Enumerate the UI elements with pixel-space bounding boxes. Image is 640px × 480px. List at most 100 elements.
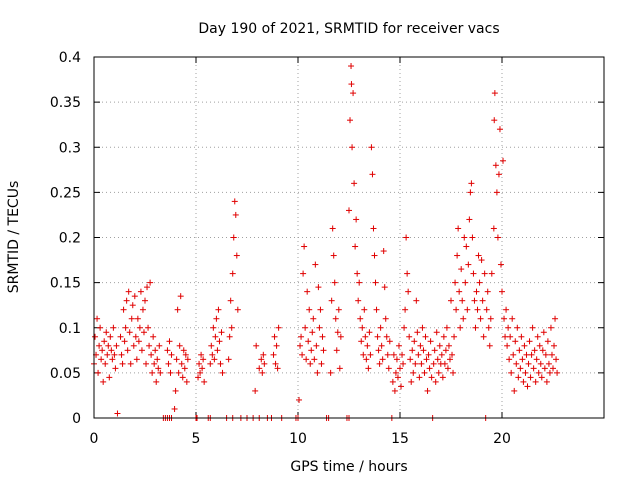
data-point <box>218 329 225 336</box>
data-point <box>464 306 471 313</box>
data-point <box>211 356 218 363</box>
data-point <box>414 329 421 336</box>
data-point <box>456 288 463 295</box>
data-point <box>305 338 312 345</box>
data-point <box>412 360 419 367</box>
data-point <box>529 324 536 331</box>
data-point <box>508 369 515 376</box>
data-point <box>407 356 414 363</box>
data-point <box>327 369 334 376</box>
data-point <box>450 369 457 376</box>
data-point <box>362 333 369 340</box>
data-point <box>385 365 392 372</box>
data-point <box>124 347 131 354</box>
data-point <box>364 342 371 349</box>
data-point <box>214 347 221 354</box>
data-point <box>348 81 355 88</box>
data-point <box>389 378 396 385</box>
data-point <box>395 342 402 349</box>
data-point <box>133 356 140 363</box>
data-point <box>172 387 179 394</box>
data-point <box>516 347 523 354</box>
data-point <box>537 360 544 367</box>
data-point <box>117 333 124 340</box>
data-point <box>173 356 180 363</box>
data-point <box>103 329 110 336</box>
data-point <box>480 333 487 340</box>
data-point <box>367 351 374 358</box>
data-point <box>468 180 475 187</box>
data-point <box>230 234 237 241</box>
data-point <box>200 356 207 363</box>
data-point <box>485 324 492 331</box>
data-point <box>491 90 498 97</box>
data-point <box>304 288 311 295</box>
data-point <box>511 387 518 394</box>
plot-frame <box>93 56 605 419</box>
data-point <box>100 378 107 385</box>
data-point <box>336 365 343 372</box>
data-point <box>426 365 433 372</box>
data-point <box>543 378 550 385</box>
data-point <box>522 369 529 376</box>
data-point <box>127 360 134 367</box>
data-point <box>397 365 403 372</box>
data-point <box>352 243 359 250</box>
data-point <box>424 387 431 394</box>
data-point <box>94 315 101 322</box>
data-point <box>544 338 551 345</box>
data-point <box>525 360 532 367</box>
data-point <box>451 333 458 340</box>
data-point <box>196 360 203 367</box>
data-point <box>459 297 466 304</box>
x-axis-label: GPS time / hours <box>290 459 407 475</box>
y-tick-label: 0.35 <box>50 95 81 111</box>
data-point <box>538 374 545 381</box>
data-point <box>109 356 116 363</box>
data-point <box>360 351 367 358</box>
data-point <box>375 347 382 354</box>
data-point <box>506 356 513 363</box>
data-point <box>319 333 326 340</box>
data-point <box>259 369 266 376</box>
data-point <box>96 342 103 349</box>
data-point <box>227 297 234 304</box>
data-point <box>521 342 528 349</box>
data-point <box>225 356 232 363</box>
data-point <box>296 396 303 403</box>
data-point <box>359 324 366 331</box>
data-point <box>465 261 472 268</box>
chart-title: Day 190 of 2021, SRMTID for receiver vac… <box>198 21 499 37</box>
data-point <box>413 297 420 304</box>
data-point <box>299 351 306 358</box>
data-point <box>491 117 498 124</box>
data-point <box>371 252 378 259</box>
data-point <box>334 329 341 336</box>
data-point <box>550 365 556 372</box>
data-point <box>99 347 106 354</box>
data-point <box>399 351 406 358</box>
data-point <box>444 365 451 372</box>
data-point <box>379 356 386 363</box>
data-point <box>416 374 423 381</box>
data-point <box>111 351 118 358</box>
data-point <box>448 297 454 304</box>
data-point <box>461 234 468 241</box>
data-point <box>504 342 511 349</box>
data-point <box>179 374 186 381</box>
data-point <box>137 288 144 295</box>
data-point <box>272 360 279 367</box>
data-point <box>356 279 363 286</box>
data-point <box>149 369 156 376</box>
data-point <box>177 293 184 300</box>
data-point <box>333 347 340 354</box>
data-point <box>252 387 259 394</box>
data-point <box>415 351 422 358</box>
data-point <box>466 216 473 223</box>
data-point <box>113 342 120 349</box>
data-point <box>503 306 510 313</box>
data-point <box>314 369 321 376</box>
data-point <box>125 288 132 295</box>
data-point <box>532 378 539 385</box>
